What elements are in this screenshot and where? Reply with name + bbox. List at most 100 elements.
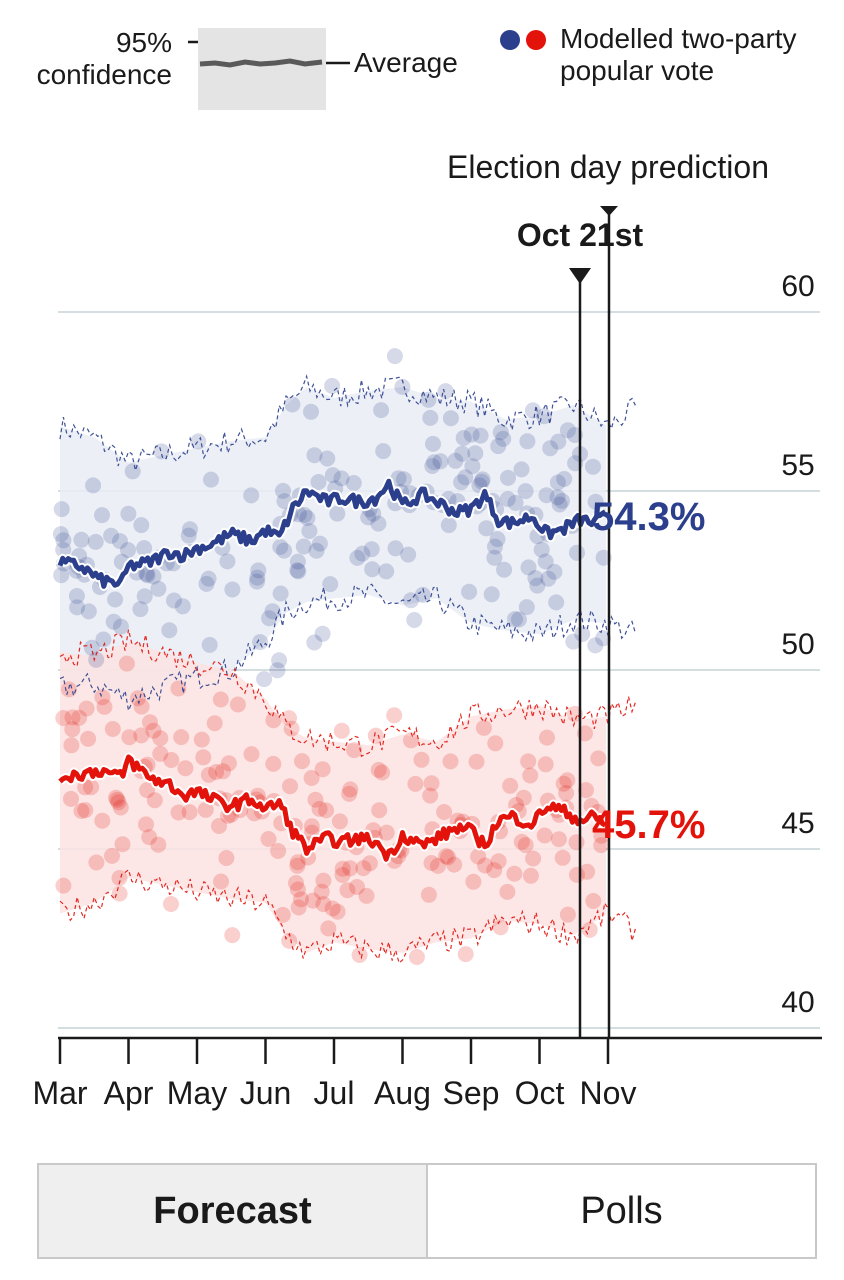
poll-dot [374, 764, 391, 781]
poll-dot [486, 549, 503, 566]
poll-dot [197, 801, 214, 818]
poll-dot [538, 487, 555, 504]
poll-dot [565, 633, 582, 650]
poll-dot [193, 731, 210, 748]
confidence-band [60, 641, 606, 953]
poll-dot [579, 863, 596, 880]
poll-dot [249, 569, 266, 586]
poll-dot [63, 790, 79, 807]
poll-dot [386, 348, 403, 365]
poll-dot [96, 698, 113, 715]
poll-dot [161, 622, 178, 639]
poll-dot [274, 906, 291, 923]
poll-dot [403, 732, 419, 749]
poll-dot [174, 598, 191, 615]
date-markers [569, 206, 618, 1038]
poll-dot [314, 761, 331, 778]
poll-dot [517, 837, 534, 854]
current-date-label: Oct 21st [517, 217, 644, 253]
poll-dot [275, 482, 291, 499]
poll-dot [150, 836, 167, 853]
poll-dot [355, 860, 372, 877]
poll-dot [585, 458, 601, 475]
poll-dot [71, 709, 88, 726]
x-tick-label: Jun [240, 1075, 292, 1111]
poll-dot [311, 535, 328, 552]
poll-dot [293, 891, 309, 908]
poll-dot [424, 458, 441, 474]
poll-dot [288, 875, 304, 891]
poll-dot [499, 491, 516, 507]
poll-dot [334, 867, 351, 883]
poll-dot [329, 903, 346, 920]
poll-dot [373, 402, 390, 419]
poll-dot [105, 613, 122, 630]
poll-dot [215, 763, 231, 780]
poll-dot [314, 625, 331, 642]
tab-polls[interactable]: Polls [428, 1165, 815, 1257]
poll-dot [94, 812, 111, 829]
poll-dot [104, 721, 121, 737]
poll-dot [463, 426, 480, 443]
poll-dot [282, 778, 298, 795]
legend: 95% confidence Average Modelled two-part… [37, 23, 797, 110]
poll-dot [83, 779, 100, 796]
poll-dot [243, 487, 260, 504]
poll-dot [211, 818, 227, 834]
confidence-edges [59, 374, 636, 965]
x-axis: Mar Apr May Jun Jul Aug Sep Oct Nov [32, 1036, 822, 1111]
poll-dot [213, 873, 229, 890]
tab-forecast[interactable]: Forecast [39, 1165, 428, 1257]
confidence-edge [59, 583, 636, 713]
poll-dot [406, 612, 423, 628]
poll-dot [502, 777, 519, 794]
poll-dot [513, 833, 530, 850]
poll-dot [472, 427, 489, 444]
poll-dot [354, 545, 371, 562]
poll-dot [198, 575, 215, 592]
poll-dot [303, 818, 320, 835]
poll-dot [163, 896, 179, 912]
poll-dot [333, 470, 350, 487]
poll-dot [118, 655, 135, 672]
poll-dot [500, 469, 516, 486]
poll-dot [296, 507, 313, 523]
poll-dot [306, 634, 323, 651]
poll-dot [95, 631, 112, 648]
poll-dot [486, 862, 503, 879]
poll-dot [455, 430, 472, 446]
poll-dot [425, 435, 441, 452]
poll-dot [265, 755, 282, 772]
poll-dot [333, 722, 350, 739]
poll-dot [69, 599, 86, 616]
poll-dot [224, 581, 241, 598]
poll-dot [558, 785, 575, 802]
poll-dot [442, 410, 459, 427]
poll-dot [329, 505, 346, 522]
poll-dot [153, 443, 170, 460]
poll-dot [139, 567, 156, 584]
poll-dot [414, 586, 431, 603]
y-tick-label: 50 [781, 628, 814, 661]
legend-average-swatch [199, 58, 323, 68]
legend-confidence-band-swatch [198, 28, 326, 110]
poll-dot [519, 433, 536, 450]
poll-dot [181, 804, 198, 821]
average-line [58, 754, 607, 862]
poll-dot [536, 827, 553, 844]
poll-dot [495, 430, 512, 447]
poll-dot [574, 626, 591, 642]
poll-dot [284, 396, 301, 413]
poll-dot [515, 789, 532, 806]
poll-dot [506, 865, 523, 882]
poll-dot [315, 896, 332, 913]
poll-dot [94, 689, 111, 706]
poll-dot [386, 707, 403, 724]
poll-dot [203, 471, 219, 488]
poll-dot [507, 494, 524, 511]
poll-dot [422, 787, 439, 804]
view-tabs: Forecast Polls [37, 1163, 817, 1259]
poll-dot [349, 879, 365, 895]
poll-dot [527, 570, 544, 587]
poll-dot [499, 883, 516, 900]
